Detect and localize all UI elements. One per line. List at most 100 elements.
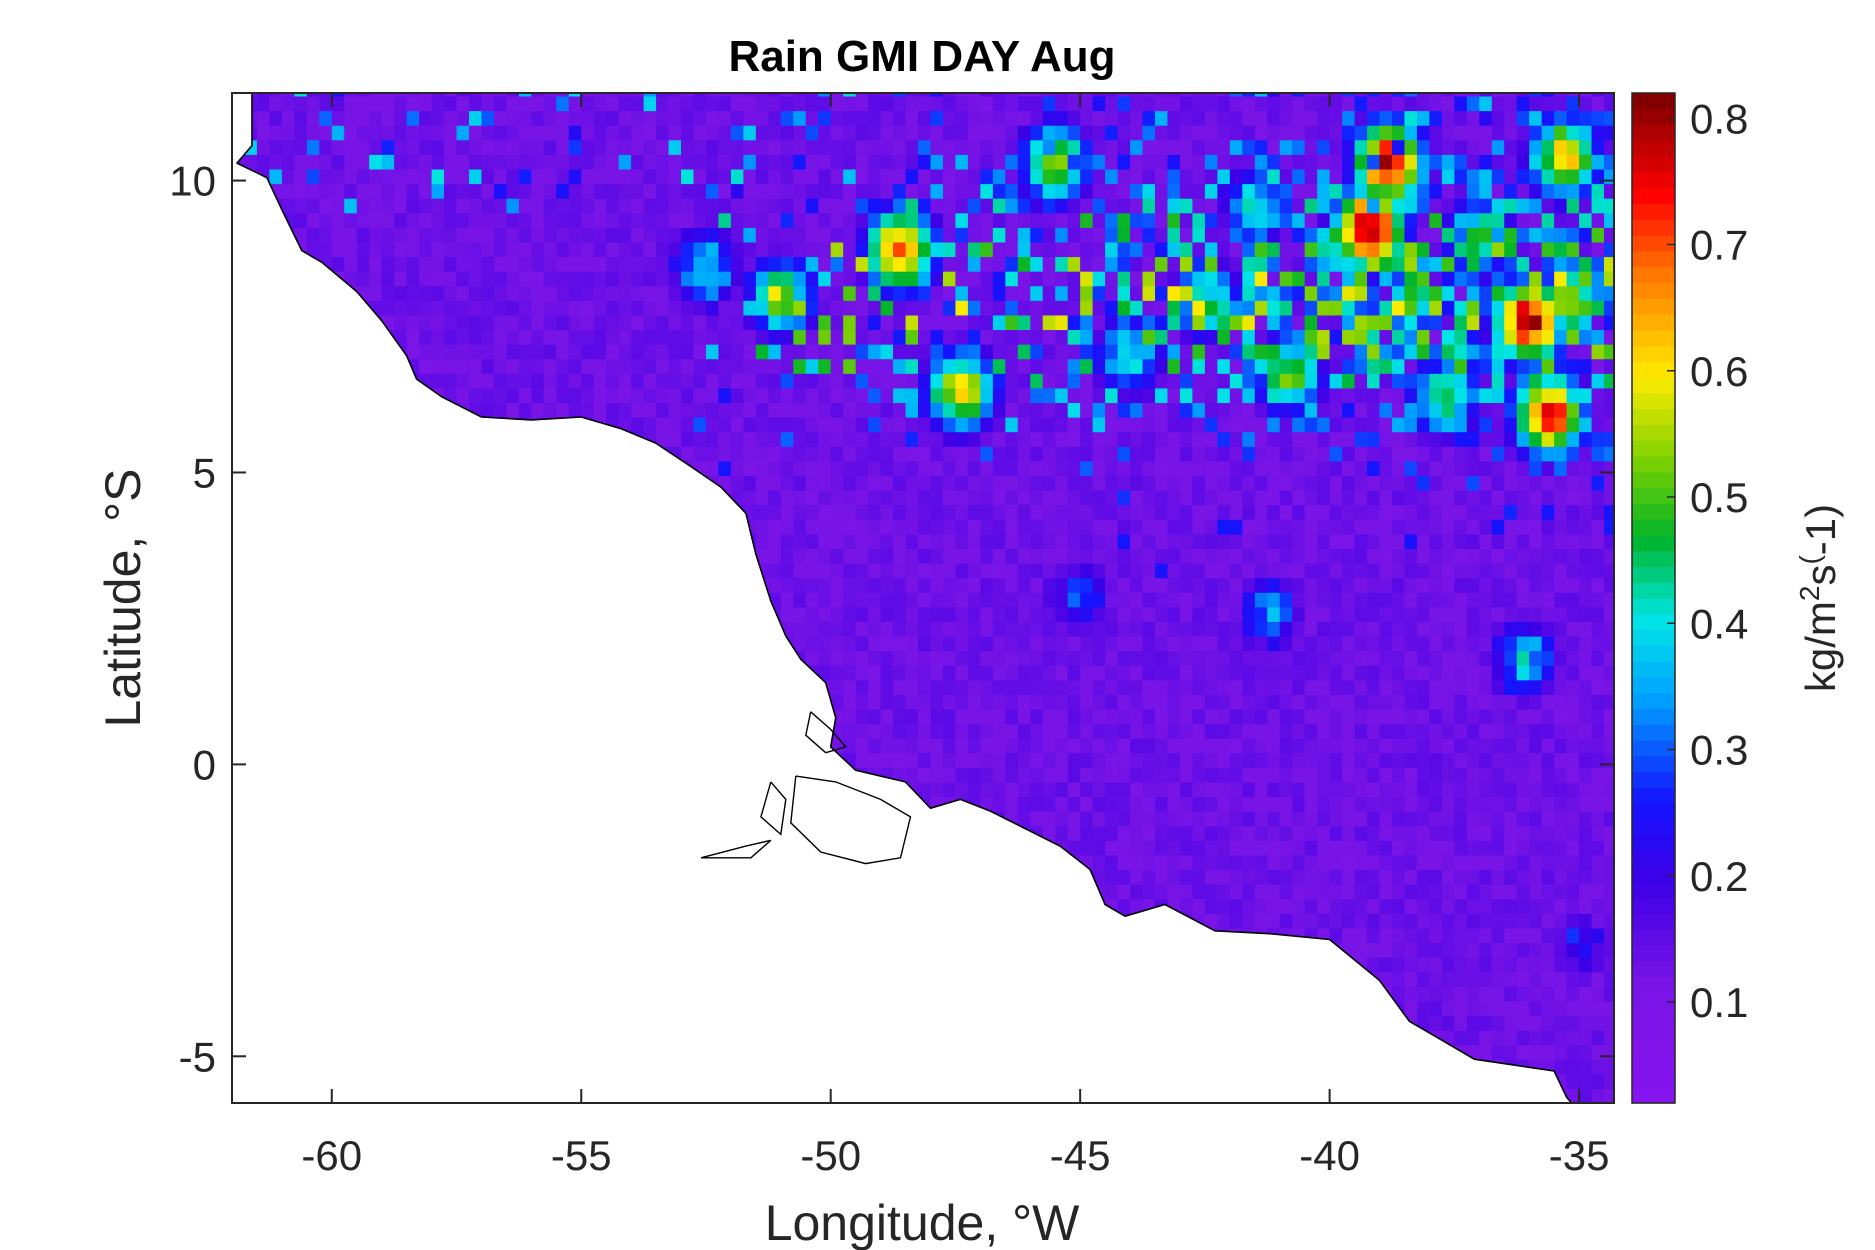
heatmap-cell [1204, 913, 1218, 929]
heatmap-cell [1554, 606, 1568, 622]
heatmap-cell [1204, 489, 1218, 506]
heatmap-cell [918, 781, 932, 798]
heatmap-cell [1142, 738, 1156, 754]
heatmap-cell [1591, 781, 1605, 798]
heatmap-cell [1030, 708, 1044, 725]
heatmap-cell [967, 548, 981, 564]
heatmap-cell [1292, 548, 1306, 564]
heatmap-cell [1566, 446, 1580, 462]
heatmap-cell [1167, 723, 1181, 739]
heatmap-cell [1491, 548, 1505, 564]
heatmap-cell [1192, 665, 1206, 681]
heatmap-cell [1367, 869, 1381, 885]
heatmap-cell [1591, 621, 1605, 637]
heatmap-cell [1267, 635, 1281, 652]
heatmap-cell [1167, 635, 1181, 652]
heatmap-cell [1529, 635, 1543, 652]
heatmap-cell [793, 489, 807, 506]
heatmap-cell [1504, 898, 1518, 914]
heatmap-cell [1242, 635, 1256, 652]
heatmap-cell [1416, 854, 1430, 871]
heatmap-cell [1042, 811, 1056, 827]
heatmap-cell [992, 562, 1006, 579]
heatmap-cell [1067, 460, 1081, 476]
heatmap-cell [1067, 781, 1081, 798]
heatmap-cell [1329, 679, 1343, 695]
heatmap-cell [1117, 635, 1131, 652]
heatmap-cell [1142, 519, 1156, 535]
heatmap-cell [805, 489, 819, 506]
heatmap-cell [992, 796, 1006, 812]
heatmap-cell [880, 679, 894, 695]
heatmap-cell [1042, 767, 1056, 783]
heatmap-cell [1117, 665, 1131, 681]
heatmap-cell [830, 519, 844, 535]
heatmap-cell [1192, 533, 1206, 549]
heatmap-cell [780, 519, 794, 535]
heatmap-cell [1604, 898, 1614, 914]
heatmap-cell [1342, 854, 1356, 871]
heatmap-cell [1192, 592, 1206, 608]
heatmap-cell [1516, 650, 1530, 666]
heatmap-cell [1105, 869, 1119, 885]
heatmap-cell [1454, 1000, 1468, 1017]
heatmap-cell [1142, 884, 1156, 900]
heatmap-cell [1217, 533, 1231, 549]
heatmap-cell [893, 738, 907, 754]
heatmap-cell [1354, 489, 1368, 506]
heatmap-cell [1017, 621, 1031, 637]
heatmap-cell [1367, 927, 1381, 944]
heatmap-cell [1367, 533, 1381, 549]
heatmap-cell [1604, 1044, 1614, 1060]
heatmap-cell [1342, 446, 1356, 462]
heatmap-cell [992, 708, 1006, 725]
heatmap-cell [1130, 781, 1144, 798]
heatmap-cell [1204, 460, 1218, 476]
heatmap-cell [1504, 884, 1518, 900]
heatmap-cell [1005, 767, 1019, 783]
heatmap-cell [1404, 986, 1418, 1002]
heatmap-cell [1404, 694, 1418, 710]
heatmap-cell [1591, 460, 1605, 476]
heatmap-cell [980, 708, 994, 725]
heatmap-cell [1579, 650, 1593, 666]
heatmap-cell [1030, 606, 1044, 622]
heatmap-cell [1055, 592, 1069, 608]
heatmap-cell [1117, 475, 1131, 491]
heatmap-cell [1404, 606, 1418, 622]
heatmap-cell [942, 621, 957, 637]
heatmap-cell [1242, 869, 1256, 885]
heatmap-cell [1179, 898, 1194, 914]
heatmap-cell [1391, 913, 1406, 929]
heatmap-cell [1030, 767, 1044, 783]
heatmap-cell [1491, 913, 1505, 929]
heatmap-cell [1566, 781, 1580, 798]
heatmap-cell [1254, 504, 1268, 520]
heatmap-cell [1354, 723, 1368, 739]
heatmap-cell [1030, 679, 1044, 695]
heatmap-cell [1092, 562, 1106, 579]
heatmap-cell [1317, 854, 1331, 871]
heatmap-cell [1217, 694, 1231, 710]
heatmap-cell [1566, 548, 1580, 564]
heatmap-cell [955, 592, 969, 608]
heatmap-cell [1441, 533, 1455, 549]
heatmap-cell [1404, 854, 1418, 871]
heatmap-cell [1379, 913, 1393, 929]
heatmap-cell [1042, 708, 1056, 725]
heatmap-cell [868, 606, 882, 622]
heatmap-cell [1042, 621, 1056, 637]
heatmap-cell [1130, 562, 1144, 579]
heatmap-cell [1404, 738, 1418, 754]
heatmap-cell [1167, 869, 1181, 885]
heatmap-cell [1516, 957, 1530, 973]
heatmap-cell [1379, 460, 1393, 476]
heatmap-cell [1267, 460, 1281, 476]
heatmap-cell [1579, 504, 1593, 520]
heatmap-cell [1529, 475, 1543, 491]
heatmap-cell [1529, 738, 1543, 754]
heatmap-cell [1242, 650, 1256, 666]
heatmap-cell [1429, 489, 1443, 506]
heatmap-cell [1354, 752, 1368, 768]
heatmap-cell [980, 460, 994, 476]
